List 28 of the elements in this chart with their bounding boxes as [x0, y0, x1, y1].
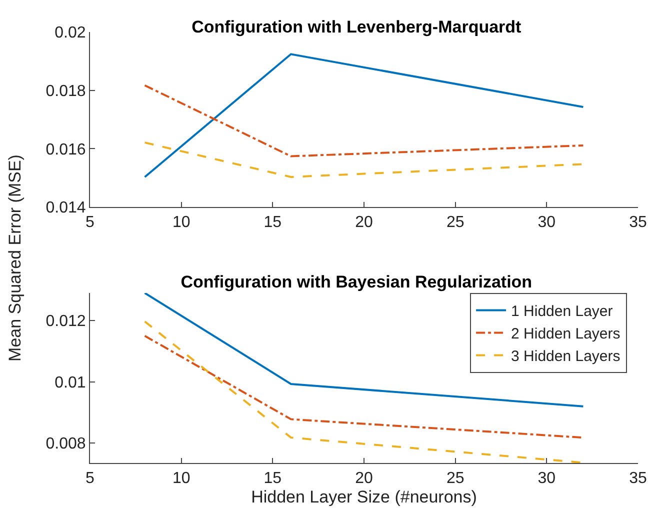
x-tick-label: 5	[86, 470, 95, 488]
y-tick-label: 0.014	[46, 200, 86, 217]
x-tick-label: 15	[264, 214, 282, 232]
x-tick-label: 10	[172, 214, 190, 232]
x-tick-label: 25	[446, 214, 464, 232]
y-axis-title: Mean Squared Error (MSE)	[5, 154, 25, 361]
x-tick-label: 20	[355, 470, 373, 488]
x-tick-label: 35	[629, 470, 647, 488]
x-tick-label: 20	[355, 214, 373, 232]
y-tick-label: 0.02	[54, 24, 86, 42]
x-axis-title: Hidden Layer Size (#neurons)	[251, 488, 477, 507]
x-tick-label: 35	[629, 214, 647, 232]
chart-title: Configuration with Levenberg-Marquardt	[192, 17, 522, 36]
y-tick-label: 0.016	[46, 141, 86, 158]
y-tick-label: 0.01	[54, 374, 86, 392]
legend-label: 2 Hidden Layers	[511, 326, 620, 343]
x-tick-label: 5	[86, 214, 95, 232]
x-tick-label: 25	[446, 470, 464, 488]
legend-label: 3 Hidden Layers	[511, 348, 620, 366]
chart-title: Configuration with Bayesian Regularization	[180, 272, 532, 292]
x-tick-label: 30	[538, 470, 556, 488]
x-tick-label: 10	[172, 470, 190, 488]
y-tick-label: 0.008	[46, 436, 86, 453]
y-tick-label: 0.012	[46, 313, 86, 330]
legend-label: 1 Hidden Layer	[511, 303, 613, 320]
y-tick-label: 0.018	[46, 82, 86, 100]
x-tick-label: 15	[264, 470, 282, 488]
x-tick-label: 30	[538, 214, 556, 232]
